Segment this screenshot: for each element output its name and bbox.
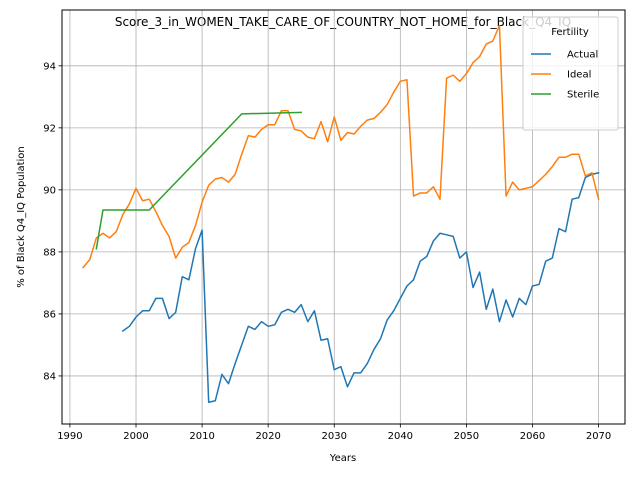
legend-box xyxy=(522,16,619,131)
x-tick-label: 2050 xyxy=(454,431,479,442)
legend-title: Fertility xyxy=(551,27,589,38)
y-tick-label: 90 xyxy=(43,185,56,196)
x-tick-label: 2040 xyxy=(388,431,413,442)
y-tick-label: 84 xyxy=(43,371,56,382)
legend-label-ideal: Ideal xyxy=(567,70,591,81)
series-line-actual xyxy=(121,171,600,404)
x-tick-label: 2010 xyxy=(189,431,214,442)
x-axis-title: Years xyxy=(329,453,356,464)
legend-label-sterile: Sterile xyxy=(567,90,599,101)
x-tick-label: 2060 xyxy=(520,431,545,442)
y-tick-label: 92 xyxy=(43,123,56,134)
x-tick-label: 2000 xyxy=(123,431,148,442)
plot-area-frame xyxy=(61,9,626,425)
y-tick-label: 94 xyxy=(43,61,56,72)
x-tick-label: 2070 xyxy=(586,431,611,442)
y-axis-title: % of Black Q4_IQ Population xyxy=(16,146,27,288)
legend: Fertility Actual Ideal Sterile xyxy=(522,16,619,131)
x-tick-label: 2020 xyxy=(255,431,280,442)
x-tick-label: 1990 xyxy=(57,431,82,442)
axis-ticks: 1990 2000 2010 2020 2030 2040 2050 2060 2070 84 86… xyxy=(43,61,611,442)
y-tick-label: 88 xyxy=(43,247,56,258)
series-line-sterile xyxy=(95,111,302,250)
y-tick-label: 86 xyxy=(43,309,56,320)
chart-title: Score_3_in_WOMEN_TAKE_CARE_OF_COUNTRY_NO… xyxy=(115,15,571,29)
series-line-ideal xyxy=(82,24,600,269)
x-tick-label: 2030 xyxy=(322,431,347,442)
legend-label-actual: Actual xyxy=(567,50,598,61)
series-lines xyxy=(82,24,600,404)
